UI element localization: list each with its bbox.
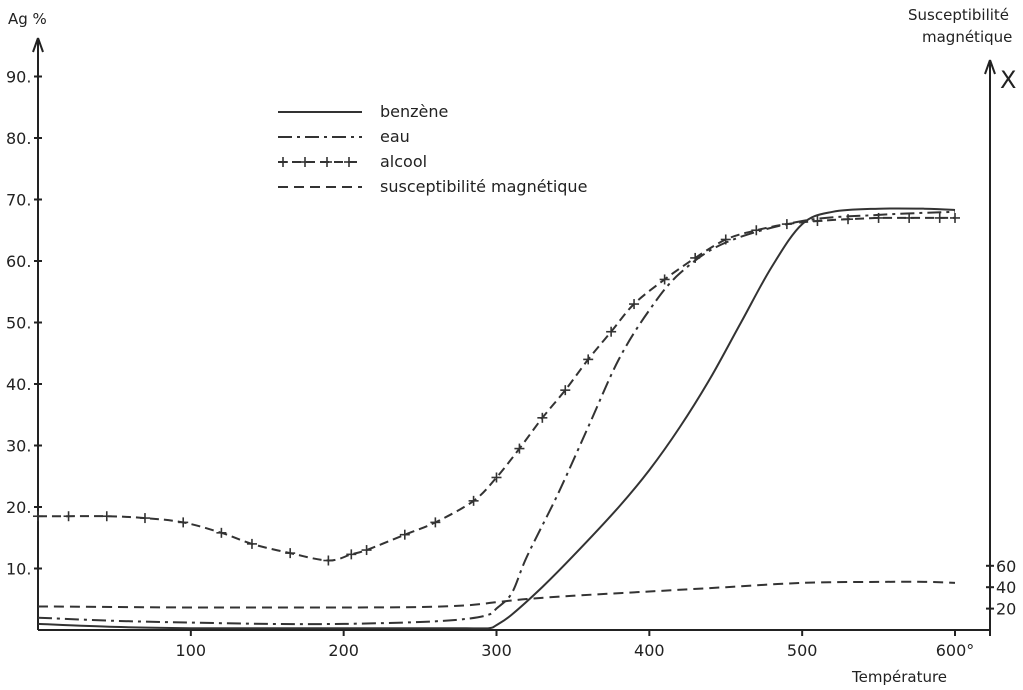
series-point xyxy=(246,538,257,549)
series-point xyxy=(629,299,640,310)
series-point xyxy=(904,212,915,223)
y2-tick-label: 20 xyxy=(996,600,1016,619)
series-point xyxy=(934,212,945,223)
x-ticks: 100 200 300 400 500 600° xyxy=(176,630,975,660)
series-point xyxy=(812,216,823,227)
series-point xyxy=(690,252,701,263)
y-tick-label: 30. xyxy=(6,437,31,456)
series-point xyxy=(560,385,571,396)
series-point xyxy=(323,555,334,566)
series-point xyxy=(606,326,617,337)
series-point xyxy=(491,472,502,483)
y-tick-label: 20. xyxy=(6,498,31,517)
series-point xyxy=(101,511,112,522)
series-point xyxy=(751,225,762,236)
series-point xyxy=(139,513,150,524)
series-point xyxy=(33,511,43,522)
legend-swatch-alcool xyxy=(278,157,362,167)
series-point xyxy=(285,548,296,559)
y-tick-label: 80. xyxy=(6,129,31,148)
series-point xyxy=(659,274,670,285)
series-point xyxy=(950,212,960,223)
series-point xyxy=(399,529,410,540)
y-axis-right-arrow-icon xyxy=(984,59,996,75)
legend-label-benzene: benzène xyxy=(380,102,448,121)
legend-label-susceptibilite: susceptibilité magnétique xyxy=(380,177,587,196)
x-tick-label: 200 xyxy=(328,641,359,660)
y-tick-label: 10. xyxy=(6,560,31,579)
series-point xyxy=(781,219,792,230)
series-point xyxy=(361,545,372,556)
y-axis-left-arrow-icon xyxy=(32,37,44,53)
y-tick-label: 50. xyxy=(6,314,31,333)
y-tick-label: 90. xyxy=(6,68,31,87)
series-point xyxy=(843,214,854,225)
y-ticks: 10. 20. 30. 40. 50. 60. 70. 80. 90. xyxy=(6,68,42,579)
x-tick-label: 500 xyxy=(787,641,818,660)
series-line-1 xyxy=(37,210,956,626)
x-tick-label: 600° xyxy=(936,641,975,660)
x-axis-title: Température xyxy=(851,668,947,686)
y-axis-right-symbol: X xyxy=(1000,66,1016,94)
y-tick-label: 60. xyxy=(6,252,31,271)
series-point xyxy=(346,549,357,560)
y-axis-right-title-line2: magnétique xyxy=(922,28,1012,46)
series-group xyxy=(33,207,960,630)
x-tick-label: 400 xyxy=(634,641,665,660)
legend: benzène eau alcool susceptibilité magnét… xyxy=(278,102,587,196)
series-line-3 xyxy=(37,580,956,609)
y2-ticks: 20 40 60 xyxy=(986,557,1016,619)
series-line-2 xyxy=(37,216,955,562)
series-point xyxy=(583,354,594,365)
series-point xyxy=(178,517,189,528)
y-tick-label: 40. xyxy=(6,375,31,394)
series-point xyxy=(430,517,441,528)
y2-tick-label: 40 xyxy=(996,578,1016,597)
x-tick-label: 300 xyxy=(481,641,512,660)
series-point xyxy=(720,234,731,245)
series-point xyxy=(468,495,479,506)
series-point xyxy=(537,412,548,423)
y-axis-left-title: Ag % xyxy=(8,10,47,28)
y-tick-label: 70. xyxy=(6,191,31,210)
series-point xyxy=(873,212,884,223)
series-point xyxy=(63,511,74,522)
legend-label-eau: eau xyxy=(380,127,410,146)
series-point xyxy=(216,527,227,538)
y2-tick-label: 60 xyxy=(996,557,1016,576)
y-axis-right-title-line1: Susceptibilité xyxy=(908,6,1009,24)
x-tick-label: 100 xyxy=(176,641,207,660)
series-point xyxy=(514,443,525,454)
series-line-0 xyxy=(37,207,956,630)
legend-label-alcool: alcool xyxy=(380,152,427,171)
